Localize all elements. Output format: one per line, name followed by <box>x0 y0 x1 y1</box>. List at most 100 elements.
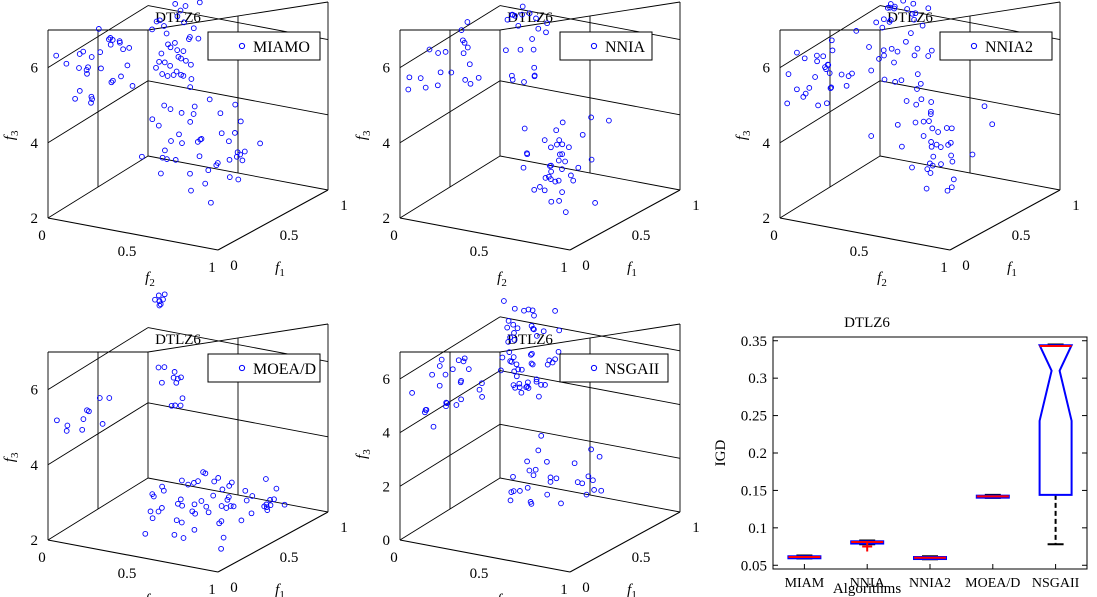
f1-tick-label: 1 <box>1072 198 1080 214</box>
scatter-point <box>557 151 563 158</box>
scatter-point <box>933 141 940 148</box>
scatter-point <box>172 40 178 46</box>
scatter-point <box>880 47 887 54</box>
panel-title: DTLZ6 <box>507 10 553 26</box>
scatter-point <box>511 368 518 375</box>
scatter-point <box>943 125 950 131</box>
scatter-point <box>507 497 514 504</box>
scatter-point <box>526 10 533 17</box>
scatter-point <box>107 41 114 48</box>
scatter-point <box>96 395 103 401</box>
axis-label: f1 <box>275 582 285 597</box>
scatter-points <box>784 0 996 194</box>
scatter-points <box>409 298 605 507</box>
scatter-point <box>525 379 531 386</box>
scatter-point <box>218 503 225 509</box>
scatter-point <box>458 377 464 384</box>
scatter-point <box>179 395 186 402</box>
scatter-point <box>525 306 532 313</box>
scatter-point <box>520 164 527 171</box>
scatter-point <box>506 349 513 355</box>
scatter-point <box>88 93 95 100</box>
scatter-point <box>935 129 941 135</box>
z-tick-label: 2 <box>31 533 39 549</box>
scatter-point <box>405 86 412 93</box>
scatter-point <box>261 503 268 510</box>
legend: NSGAII <box>559 353 669 383</box>
f1-tick-labels: 00.51 <box>230 198 348 274</box>
scatter-point <box>120 46 126 53</box>
scatter-point <box>948 125 955 132</box>
scatter-point <box>606 117 612 124</box>
f2-tick-label: 0.5 <box>470 566 489 582</box>
scatter-point <box>205 509 212 516</box>
f2-tick-label: 0 <box>38 550 46 566</box>
scatter-point <box>913 101 920 108</box>
f2-tick-label: 0.5 <box>850 244 869 260</box>
scatter-point <box>239 157 246 164</box>
f1-tick-label: 0.5 <box>632 550 651 566</box>
scatter-point <box>981 103 988 110</box>
scatter-point <box>243 497 250 504</box>
scatter-point <box>63 60 70 67</box>
f1-tick-labels: 00.51 <box>582 520 700 596</box>
z-tick-labels: 2 4 6 <box>31 383 39 549</box>
scatter-point <box>929 125 936 132</box>
scatter-point <box>118 73 124 80</box>
scatter-point <box>928 108 934 115</box>
scatter-point <box>543 29 549 36</box>
scatter-point <box>948 152 954 159</box>
scatter-point <box>461 39 468 46</box>
scatter-point <box>273 485 280 492</box>
scatter-point <box>513 361 520 368</box>
scatter-point <box>436 363 443 369</box>
scatter-point <box>458 396 464 403</box>
scatter-point <box>267 502 274 509</box>
scatter-point <box>271 496 277 503</box>
scatter-point <box>556 198 562 204</box>
scatter-point <box>409 390 415 396</box>
scatter-point <box>525 385 532 391</box>
scatter-point <box>460 358 467 365</box>
scatter-point <box>547 163 553 169</box>
scatter-point <box>458 27 465 33</box>
y-tick-label: 0.15 <box>741 483 767 499</box>
f2-tick-label: 0 <box>390 228 398 244</box>
scatter-point <box>524 458 530 465</box>
scatter-point <box>225 494 232 500</box>
scatter-point <box>190 111 197 117</box>
axis-label: f3 <box>734 130 753 140</box>
scatter-point <box>466 61 473 68</box>
scatter-point <box>171 531 178 538</box>
scatter-point <box>462 77 469 83</box>
scatter-point <box>920 133 927 139</box>
scatter-point <box>156 17 163 24</box>
x-tick-label: NSGAII <box>1032 576 1080 591</box>
scatter-point <box>150 493 157 500</box>
scatter-point <box>555 157 562 164</box>
scatter-point <box>162 147 168 154</box>
y-tick-label: 0.35 <box>741 334 767 350</box>
scatter-point <box>161 23 167 29</box>
scatter-point <box>794 86 800 93</box>
z-tick-labels: 2 4 6 <box>383 61 391 227</box>
scatter-point <box>195 35 202 42</box>
legend-marker <box>238 42 246 50</box>
box-plot-panel: DTLZ6 0.05 0.1 0.15 0.2 0.25 0.3 0.35 MIAM NNIA… <box>713 315 1088 597</box>
scatter-point <box>876 56 882 62</box>
scatter-point <box>928 139 934 145</box>
scatter-point <box>228 479 235 486</box>
scatter-point <box>436 382 443 389</box>
scatter-point <box>927 170 934 176</box>
scatter-point <box>559 166 565 172</box>
f1-tick-label: 1 <box>340 520 348 536</box>
scatter-point <box>903 98 910 104</box>
axis-label: f2 <box>497 592 507 597</box>
scatter-point <box>884 5 891 11</box>
scatter-point <box>173 68 180 75</box>
box <box>913 555 947 561</box>
scatter-point <box>868 67 875 74</box>
scatter-point <box>461 355 468 362</box>
